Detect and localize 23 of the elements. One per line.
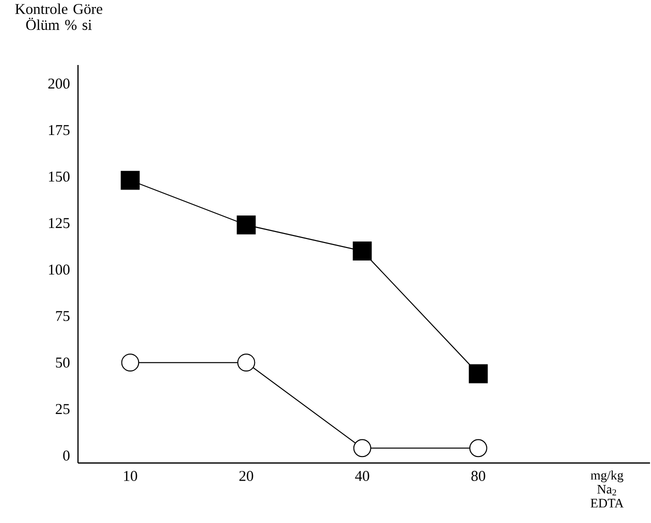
point: [353, 439, 372, 458]
point: [469, 439, 488, 458]
point: [236, 215, 256, 234]
point: [121, 354, 140, 372]
point: [468, 364, 488, 384]
point: [120, 170, 140, 190]
y-tick-label: 200: [48, 78, 70, 89]
x-tick-label: 80: [471, 470, 486, 481]
y-axis-title: Kontrole Göre Ölüm % si: [15, 4, 102, 30]
y-tick-label: 25: [56, 404, 70, 414]
y-tick-label: 175: [48, 125, 70, 136]
y-tick-label: 150: [48, 172, 70, 182]
y-tick-label: 125: [48, 218, 70, 228]
x-tick-label: 10: [124, 470, 138, 481]
point: [237, 354, 256, 372]
x-tick-label: 40: [355, 470, 370, 481]
y-tick-label: 75: [56, 311, 70, 322]
x-tick-label: 20: [239, 470, 254, 481]
point: [352, 242, 372, 260]
y-tick-label: 0: [63, 450, 70, 461]
y-tick-label: 100: [48, 264, 70, 275]
y-tick-label: 50: [56, 358, 70, 368]
x-axis-title: mg/kg Na$_{2}$ EDTA: [590, 470, 624, 508]
